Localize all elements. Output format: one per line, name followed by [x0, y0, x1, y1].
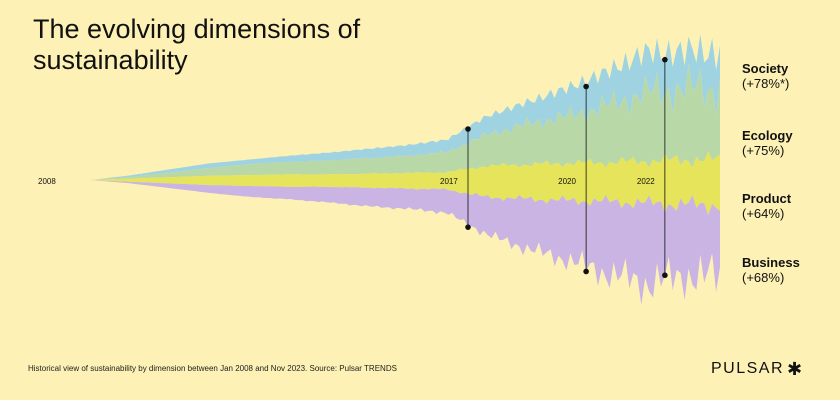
marker-dot-2022-top: [662, 56, 668, 63]
marker-dot-2017-bottom: [465, 224, 471, 230]
legend-business: Business (+68%): [742, 255, 800, 285]
stream-area-ecology: [90, 63, 720, 180]
legend-society-name: Society: [742, 61, 789, 76]
legend-product-change: (+64%): [742, 206, 785, 221]
legend-ecology: Ecology (+75%): [742, 128, 793, 158]
tick-label-2022: 2022: [637, 177, 655, 186]
tick-label-2008: 2008: [38, 177, 56, 186]
stream-area-business: [90, 180, 720, 305]
marker-dot-2017-top: [465, 126, 471, 132]
stream-area-product: [90, 151, 720, 216]
stream-areas: [90, 34, 720, 305]
page-title: The evolving dimensions of sustainabilit…: [33, 14, 361, 75]
tick-label-2017: 2017: [440, 177, 458, 186]
marker-dot-2020-bottom: [583, 268, 589, 275]
legend-society: Society (+78%*): [742, 61, 789, 91]
source-note: Historical view of sustainability by dim…: [28, 364, 397, 373]
tick-label-2020: 2020: [558, 177, 576, 186]
stream-area-society: [90, 34, 720, 180]
legend-business-name: Business: [742, 255, 800, 270]
legend-society-change: (+78%*): [742, 76, 790, 91]
year-tick-labels: 2008 2017 2020 2022: [38, 177, 655, 186]
marker-dot-2022-bottom: [662, 272, 668, 279]
legend-product: Product (+64%): [742, 191, 791, 221]
legend-business-change: (+68%): [742, 270, 785, 285]
legend-ecology-change: (+75%): [742, 143, 785, 158]
year-markers: [465, 56, 668, 279]
brand-logo: PULSAR ✱: [711, 359, 804, 380]
asterisk-star-icon: ✱: [787, 359, 804, 379]
marker-dot-2020-top: [583, 83, 589, 90]
legend-product-name: Product: [742, 191, 792, 206]
legend-ecology-name: Ecology: [742, 128, 793, 143]
brand-name: PULSAR: [711, 360, 785, 377]
